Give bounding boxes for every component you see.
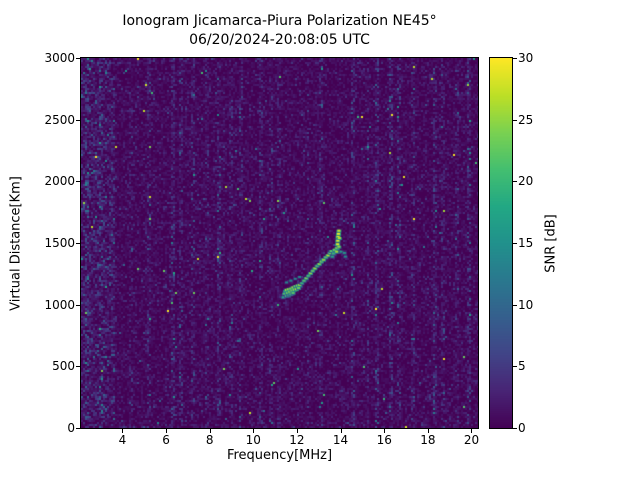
y-tick-label: 3000	[44, 51, 75, 65]
x-tick-label: 16	[376, 433, 392, 447]
x-tick-label: 20	[463, 433, 480, 447]
colorbar-tick-label: 10	[518, 297, 534, 312]
y-tick-label: 500	[52, 359, 75, 374]
tick-mark	[513, 58, 517, 59]
tick-mark	[427, 429, 429, 433]
tick-mark	[513, 304, 517, 306]
tick-mark	[513, 428, 517, 429]
tick-mark	[471, 429, 473, 433]
tick-mark	[76, 428, 80, 429]
tick-mark	[76, 366, 80, 368]
chart-title: Ionogram Jicamarca-Piura Polarization NE…	[122, 13, 437, 29]
x-axis-label: Frequency[MHz]	[226, 448, 333, 463]
x-tick-label: 6	[162, 433, 170, 447]
tick-mark	[166, 429, 168, 433]
tick-mark	[76, 243, 80, 244]
colorbar-label: SNR [dB]	[543, 214, 559, 273]
x-tick-label: 8	[205, 433, 214, 447]
heatmap-canvas	[80, 57, 479, 429]
tick-mark	[513, 119, 517, 121]
x-tick-label: 14	[332, 433, 349, 447]
colorbar-tick-label: 30	[518, 51, 534, 65]
tick-mark	[513, 366, 517, 368]
tick-mark	[76, 119, 80, 121]
tick-mark	[122, 429, 124, 433]
y-tick-label: 0	[67, 421, 75, 435]
colorbar-tick-label: 5	[518, 359, 526, 374]
x-tick-label: 18	[420, 433, 436, 447]
y-tick-label: 2000	[44, 174, 75, 189]
colorbar-tick-label: 20	[518, 174, 534, 189]
tick-mark	[513, 243, 517, 244]
colorbar-canvas	[489, 57, 513, 429]
tick-mark	[513, 181, 517, 183]
y-tick-label: 1000	[44, 297, 75, 312]
x-tick-label: 10	[245, 433, 261, 447]
colorbar-tick-label: 25	[518, 112, 534, 127]
y-tick-label: 1500	[44, 236, 75, 250]
tick-mark	[76, 58, 80, 59]
tick-mark	[340, 429, 342, 433]
y-tick-label: 2500	[44, 112, 75, 127]
tick-mark	[76, 181, 80, 183]
chart-subtitle: 06/20/2024-20:08:05 UTC	[189, 32, 370, 48]
x-tick-label: 4	[118, 433, 127, 447]
tick-mark	[76, 304, 80, 306]
x-tick-label: 12	[289, 433, 305, 447]
colorbar-tick-label: 0	[518, 421, 526, 435]
tick-mark	[253, 429, 255, 433]
colorbar-tick-label: 15	[518, 236, 534, 250]
tick-mark	[384, 429, 386, 433]
tick-mark	[296, 429, 298, 433]
tick-mark	[209, 429, 211, 433]
